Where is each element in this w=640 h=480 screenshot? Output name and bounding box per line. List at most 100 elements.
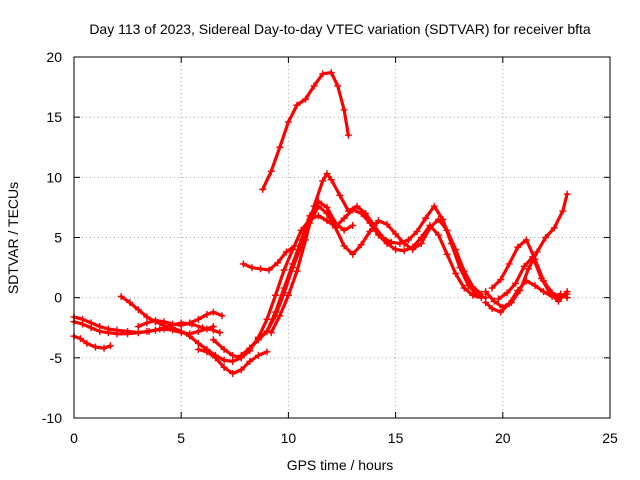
data-point-marker [151,317,159,325]
data-point-marker [237,351,245,359]
data-point-marker [319,70,327,78]
data-point-marker [520,262,528,270]
data-point-marker [209,336,217,344]
data-point-marker [194,339,202,347]
data-point-marker [422,214,430,222]
data-point-marker [100,344,108,352]
data-point-marker [302,95,310,103]
data-point-marker [83,339,91,347]
data-point-marker [396,240,404,248]
data-point-marker [512,279,520,287]
data-point-marker [344,131,352,139]
data-point-marker [254,335,262,343]
data-point-marker [134,323,142,331]
data-point-marker [203,348,211,356]
data-point-marker [263,315,271,323]
data-point-marker [218,312,226,320]
data-point-marker [282,248,290,256]
data-point-marker [439,215,447,223]
data-point-marker [246,357,254,365]
data-point-marker [362,209,370,217]
data-point-marker [404,236,412,244]
data-point-marker [284,118,292,126]
series-sat-f [194,345,271,377]
series-sat-o [495,253,571,305]
data-point-marker [505,260,513,268]
data-point-marker [209,326,217,334]
data-point-marker [143,319,151,327]
data-point-marker [274,259,282,267]
data-point-marker [229,357,237,365]
data-point-marker [194,345,202,353]
data-point-marker [452,270,460,278]
data-point-marker [559,207,567,215]
data-point-marker [76,335,84,343]
y-axis-label: SDTVAR / TECUs [5,182,21,294]
data-point-marker [212,354,220,362]
data-point-marker [336,191,344,199]
data-point-marker [257,265,265,273]
series-line [261,70,350,191]
x-tick-label: 5 [177,430,185,446]
data-point-marker [143,313,151,321]
data-point-marker [514,243,522,251]
data-point-marker [531,282,539,290]
data-point-marker [323,217,331,225]
data-point-marker [482,288,490,296]
data-point-marker [310,82,318,90]
data-point-marker [104,325,112,333]
data-point-marker [514,286,522,294]
data-point-marker [254,351,262,359]
data-point-marker [340,242,348,250]
data-point-marker [169,320,177,328]
data-point-marker [383,220,391,228]
y-tick-label: 5 [54,230,62,246]
data-point-marker [456,264,464,272]
data-point-marker [323,209,331,217]
data-point-marker [186,332,194,340]
data-point-marker [327,69,335,77]
x-tick-label: 20 [495,430,511,446]
data-point-marker [353,202,361,210]
data-point-marker [291,242,299,250]
data-point-marker [334,82,342,90]
data-point-marker [194,327,202,335]
data-point-marker [460,284,468,292]
data-point-marker [357,241,365,249]
data-point-marker [505,300,513,308]
data-point-marker [379,234,387,241]
data-point-marker [276,312,284,320]
data-point-marker [546,289,554,297]
x-tick-label: 10 [281,430,297,446]
data-point-marker [400,247,408,255]
series-sat-e [134,308,226,331]
data-point-marker [186,319,194,327]
data-point-marker [497,308,505,316]
data-point-marker [246,344,254,352]
data-point-marker [340,106,348,114]
data-point-marker [220,356,228,364]
data-point-marker [267,329,275,337]
data-point-marker [344,207,352,215]
data-point-marker [126,298,134,306]
data-point-marker [525,265,533,273]
series-sat-a [70,332,114,352]
data-point-marker [314,212,322,220]
y-tick-label: -5 [50,350,63,366]
data-point-marker [497,276,505,284]
data-point-marker [366,227,374,235]
data-point-marker [203,311,211,319]
data-point-marker [220,363,228,371]
data-point-marker [113,326,121,334]
data-point-marker [272,291,280,299]
data-point-marker [284,291,292,299]
data-point-marker [482,298,490,306]
data-point-marker [327,176,335,184]
x-tick-label: 15 [388,430,404,446]
data-point-marker [220,345,228,353]
data-point-marker [248,264,256,272]
data-point-marker [117,292,125,300]
data-point-marker [409,246,417,254]
x-axis-label: GPS time / hours [287,457,394,473]
